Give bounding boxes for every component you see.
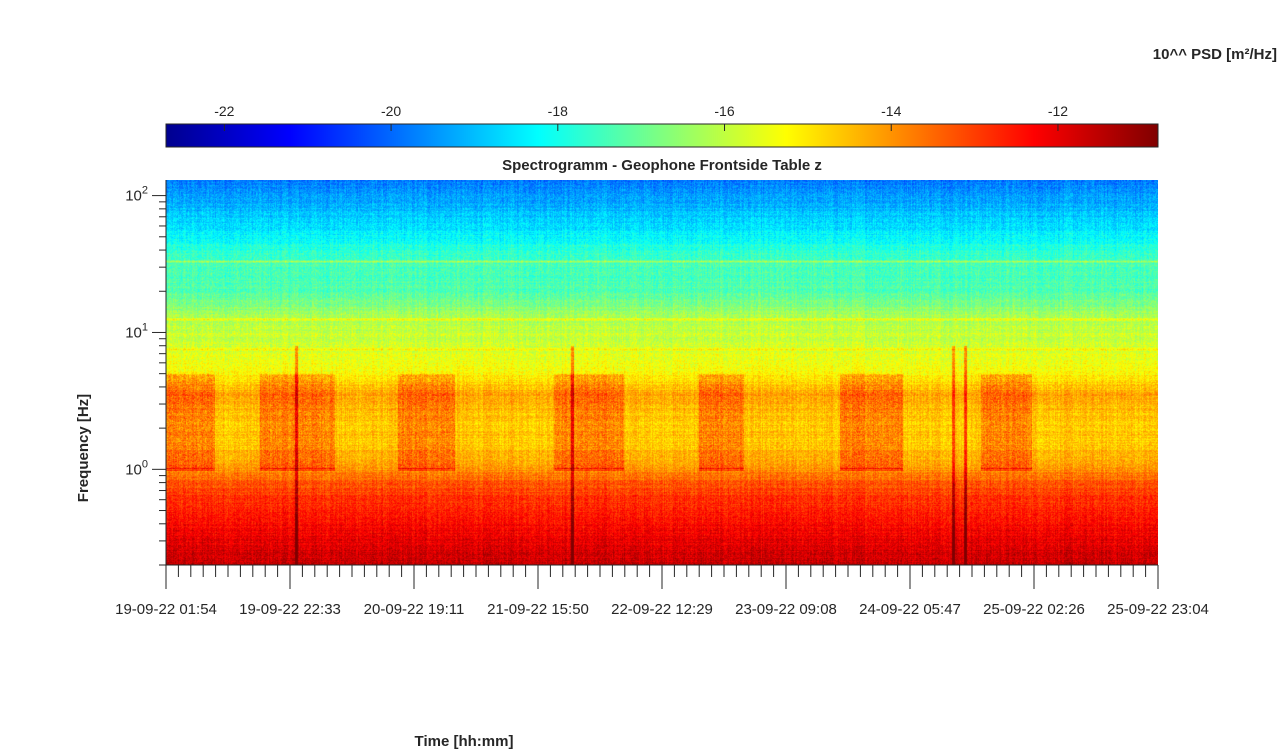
x-tick-label: 22-09-22 12:29 bbox=[611, 601, 713, 618]
x-tick-label: 24-09-22 05:47 bbox=[859, 601, 961, 618]
y-axis-label: Frequency [Hz] bbox=[75, 394, 92, 502]
y-tick-label: 102 bbox=[125, 185, 148, 205]
colorbar-gradient bbox=[166, 124, 1158, 147]
colorbar-tick-label: -20 bbox=[381, 103, 401, 119]
x-axis-label: Time [hh:mm] bbox=[415, 733, 514, 750]
plot-area: 100 101 102 19-09-22 01:54 19-09-22 22:33 20… bbox=[115, 180, 1209, 618]
x-axis: 19-09-22 01:54 19-09-22 22:33 20-09-22 19:… bbox=[115, 564, 1209, 618]
chart-title: Spectrogramm - Geophone Frontside Table … bbox=[502, 157, 822, 174]
x-tick-label: 19-09-22 01:54 bbox=[115, 601, 217, 618]
colorbar-label: 10^^ PSD [m²/Hz] bbox=[1153, 46, 1277, 63]
x-tick-label: 21-09-22 15:50 bbox=[487, 601, 589, 618]
x-tick-label: 23-09-22 09:08 bbox=[735, 601, 837, 618]
colorbar-tick-label: -12 bbox=[1048, 103, 1068, 119]
colorbar-tick-label: -18 bbox=[548, 103, 568, 119]
colorbar-tick-label: -22 bbox=[214, 103, 234, 119]
y-tick-label: 100 bbox=[125, 458, 148, 478]
spectrogram-image bbox=[166, 180, 1158, 565]
colorbar-tick-label: -14 bbox=[881, 103, 901, 119]
x-tick-label: 25-09-22 02:26 bbox=[983, 601, 1085, 618]
colorbar-frame bbox=[165, 123, 1159, 148]
y-tick-label: 101 bbox=[125, 321, 148, 341]
x-tick-label: 25-09-22 23:04 bbox=[1107, 601, 1209, 618]
x-tick-label: 20-09-22 19:11 bbox=[364, 601, 465, 618]
colorbar-ticks: -22 -20 -18 -16 -14 -12 bbox=[214, 103, 1068, 131]
x-tick-label: 19-09-22 22:33 bbox=[239, 601, 341, 618]
y-axis: 100 101 102 bbox=[125, 180, 167, 566]
colorbar-tick-label: -16 bbox=[714, 103, 734, 119]
colorbar: -22 -20 -18 -16 -14 -12 bbox=[165, 103, 1159, 148]
